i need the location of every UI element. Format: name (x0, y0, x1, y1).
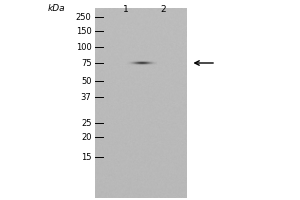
Text: 15: 15 (81, 153, 92, 162)
Text: 25: 25 (81, 118, 92, 128)
Text: 50: 50 (81, 76, 92, 86)
Text: 150: 150 (76, 26, 91, 36)
Text: kDa: kDa (48, 4, 66, 13)
Text: 250: 250 (76, 12, 91, 21)
Text: 2: 2 (161, 5, 166, 14)
Text: 75: 75 (81, 58, 92, 68)
Text: 1: 1 (123, 5, 129, 14)
Text: 37: 37 (81, 92, 92, 102)
Text: 20: 20 (81, 133, 92, 142)
Text: 100: 100 (76, 43, 91, 51)
